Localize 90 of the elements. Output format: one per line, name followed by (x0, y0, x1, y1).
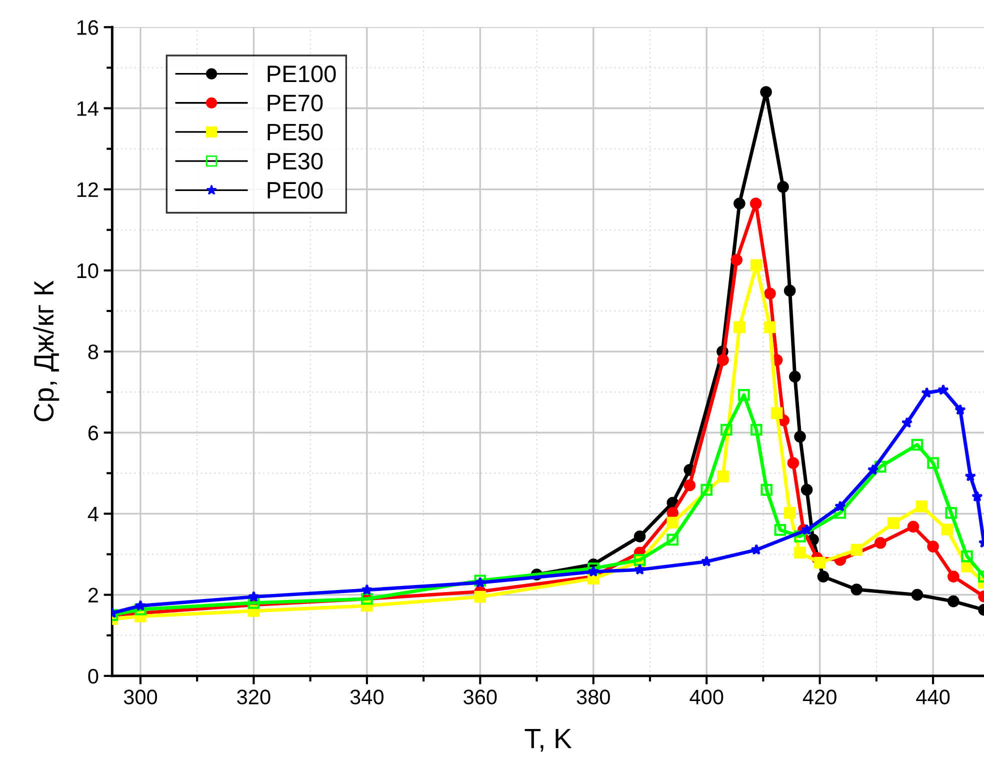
point (764, 321, 776, 334)
point (921, 386, 932, 398)
point (948, 595, 960, 608)
point (750, 198, 762, 210)
point (760, 484, 773, 496)
point (587, 562, 600, 574)
point (834, 506, 846, 519)
x-tick-label: 320 (237, 690, 270, 704)
point (945, 506, 958, 519)
point (784, 284, 796, 297)
y-tick-label: 6 (88, 426, 98, 440)
point (874, 537, 886, 549)
legend-label: PE30 (268, 152, 323, 170)
point (734, 321, 746, 334)
x-tick-label: 440 (916, 690, 950, 704)
point (972, 490, 983, 502)
point (874, 460, 886, 473)
point (717, 470, 729, 482)
point (789, 370, 801, 383)
point (794, 530, 806, 542)
y-tick-label: 14 (77, 101, 98, 116)
x-tick-label: 360 (464, 690, 497, 704)
point (787, 457, 800, 469)
point (634, 530, 646, 542)
point (867, 464, 879, 475)
y-tick-label: 12 (77, 182, 98, 197)
point (834, 500, 846, 512)
x-tick-label: 400 (690, 690, 724, 704)
x-tick-label: 300 (124, 690, 158, 704)
legend-label: PE00 (268, 182, 323, 199)
point (666, 534, 679, 546)
point (901, 416, 913, 428)
point (588, 566, 600, 577)
point (666, 516, 679, 529)
point (850, 544, 863, 556)
y-tick-label: 4 (88, 506, 98, 522)
point (730, 254, 743, 266)
point (750, 424, 762, 436)
x-tick-label: 420 (802, 690, 836, 704)
point (248, 590, 260, 602)
point (361, 584, 373, 595)
point (474, 590, 486, 603)
point (941, 524, 954, 536)
point (964, 470, 976, 482)
point (817, 570, 830, 582)
point (801, 524, 812, 535)
y-tick-label: 8 (88, 344, 98, 360)
point (777, 181, 789, 193)
point (720, 424, 732, 436)
point (916, 500, 928, 512)
legend-label: PE100 (268, 66, 336, 82)
x-tick-label: 380 (576, 690, 610, 704)
point (750, 259, 762, 272)
point (634, 564, 646, 575)
y-tick-label: 16 (77, 20, 98, 35)
y-tick-label: 0 (88, 668, 98, 684)
point (750, 544, 762, 555)
point (938, 384, 949, 396)
y-tick-label: 10 (77, 263, 98, 278)
point (927, 540, 939, 552)
point (850, 584, 863, 596)
point (954, 404, 966, 415)
point (911, 438, 924, 451)
point (700, 484, 713, 496)
point (774, 524, 786, 536)
point (961, 550, 973, 562)
point (911, 588, 924, 601)
legend-label: PE70 (268, 94, 323, 112)
point (794, 546, 806, 559)
point (800, 484, 813, 496)
point (684, 479, 696, 492)
point (794, 430, 806, 443)
point (770, 407, 783, 420)
point (948, 570, 960, 582)
point (738, 389, 750, 401)
y-axis-title: Cp, Дж/кг К (33, 280, 60, 422)
point (734, 198, 746, 210)
point (814, 556, 826, 569)
point (764, 288, 776, 300)
point (760, 86, 772, 98)
x-tick-label: 340 (350, 690, 384, 704)
point (927, 457, 939, 469)
point (907, 520, 920, 533)
point (888, 517, 900, 529)
x-axis-title: T, K (524, 728, 572, 752)
point (134, 600, 146, 611)
point (717, 354, 729, 366)
point (784, 506, 796, 519)
legend-label: PE50 (268, 124, 323, 140)
y-tick-label: 2 (88, 588, 98, 602)
